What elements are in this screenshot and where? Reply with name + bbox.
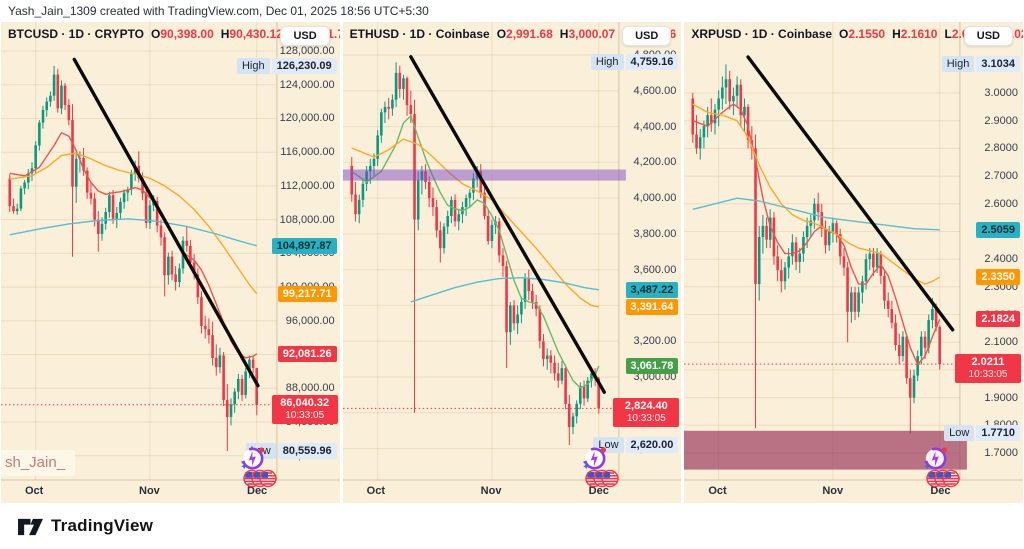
price-tick: 3.0000: [984, 87, 1019, 99]
price-tick: 88,000.00: [285, 382, 335, 394]
chart-canvas-xrpusd[interactable]: [684, 22, 1024, 503]
last-price-label: 2,824.40 10:33:05: [613, 398, 680, 427]
price-tick: 2.7000: [984, 170, 1019, 182]
exchange-name: Coinbase: [778, 27, 833, 41]
symbol-name: ETHUSD: [349, 27, 400, 41]
exchange-name: CRYPTO: [94, 27, 145, 41]
price-tick: 4,000.00: [633, 192, 677, 204]
attribution-header: Yash_Jain_1309 created with TradingView.…: [8, 4, 429, 18]
tradingview-logo-text: TradingView: [51, 516, 154, 535]
price-tick: 4,600.00: [633, 85, 677, 97]
ma-price-label: 104,897.87: [271, 238, 337, 254]
price-tick: 3,800.00: [633, 228, 677, 240]
last-price-label: 86,040.32 10:33:05: [271, 395, 338, 424]
username-watermark: sh_Jain_: [1, 450, 76, 476]
symbol-name: XRPUSD: [691, 27, 742, 41]
charts-row: BTCUSD · 1D · CRYPTO O90,398.00 H90,430.12…: [0, 22, 1024, 503]
ma-price-label: 3,061.78: [625, 358, 679, 374]
flags-sticker-icon[interactable]: [243, 468, 279, 494]
price-tick: 2.6000: [984, 198, 1019, 210]
month-label: Oct: [708, 485, 727, 497]
price-tick: 108,000.00: [279, 214, 335, 226]
lightning-sticker-icon[interactable]: [239, 445, 266, 477]
price-tick: 2.9000: [984, 115, 1019, 127]
currency-toggle-usd[interactable]: USD: [622, 26, 672, 46]
ma-price-label: 99,217.71: [277, 286, 337, 302]
price-tick: 120,000.00: [279, 112, 335, 124]
chart-panel-ethusd: ETHUSD · 1D · Coinbase O2,991.68 H3,000.07…: [342, 22, 682, 503]
price-tick: 96,000.00: [285, 315, 335, 327]
price-tick: 3,600.00: [633, 264, 677, 276]
price-tick: 116,000.00: [280, 146, 335, 158]
price-tick: 124,000.00: [279, 79, 335, 91]
month-label: Nov: [480, 485, 502, 497]
price-tick: 3,000.00: [633, 371, 677, 383]
month-label: Dec: [588, 485, 609, 497]
month-label: Nov: [139, 485, 160, 497]
price-tick: 4,400.00: [633, 121, 677, 133]
low-price-label: Low 1.7710: [944, 425, 1021, 441]
month-label: Dec: [930, 485, 951, 497]
last-price-label: 2.0211 10:33:05: [955, 354, 1022, 383]
high-price-label: High 3.1034: [941, 56, 1021, 72]
high-price-label: High 126,230.09: [236, 58, 337, 74]
price-tick: 112,000.00: [280, 180, 335, 192]
ma-price-label: 3,391.64: [625, 299, 679, 315]
bar-countdown: 10:33:05: [285, 410, 325, 421]
ma-price-label: 2.5059: [976, 222, 1021, 238]
chart-panel-xrpusd: XRPUSD · 1D · CoinbaseO2.1550H2.1610L2.0…: [684, 22, 1024, 503]
lightning-sticker-icon[interactable]: [922, 445, 949, 477]
price-tick: 2.1000: [984, 336, 1019, 348]
currency-toggle-usd[interactable]: USD: [963, 26, 1014, 46]
month-label: Oct: [366, 485, 386, 497]
price-tick: 2.8000: [984, 142, 1019, 154]
month-label: Nov: [822, 485, 844, 497]
bar-countdown: 10:33:05: [626, 413, 666, 424]
ma-price-label: 92,081.26: [277, 346, 337, 362]
flags-sticker-icon[interactable]: [926, 468, 962, 494]
chart-canvas-ethusd[interactable]: [342, 22, 682, 503]
chart-panel-btcusd: BTCUSD · 1D · CRYPTO O90,398.00 H90,430.12…: [1, 22, 340, 503]
tradingview-logo-icon: [18, 518, 43, 535]
lightning-sticker-icon[interactable]: [581, 445, 608, 477]
ma-price-label: 3,487.22: [625, 282, 679, 298]
price-tick: 4,200.00: [633, 156, 677, 168]
price-tick: 1.7000: [984, 447, 1019, 459]
ma-price-label: 2.1824: [976, 311, 1021, 327]
high-price-label: High 4,759.16: [590, 54, 679, 70]
price-tick: 1.9000: [984, 392, 1019, 404]
footer: TradingView: [0, 503, 1024, 549]
chart-canvas-btcusd[interactable]: [1, 22, 340, 503]
month-label: Dec: [247, 485, 268, 497]
bar-countdown: 10:33:05: [968, 369, 1008, 380]
ma-price-label: 2.3350: [976, 269, 1021, 285]
symbol-name: BTCUSD: [8, 27, 58, 41]
price-tick: 2.4000: [984, 253, 1019, 265]
price-tick: 128,000.00: [279, 45, 335, 57]
month-label: Oct: [25, 485, 44, 497]
exchange-name: Coinbase: [435, 27, 490, 41]
currency-toggle-usd[interactable]: USD: [280, 26, 330, 46]
tradingview-logo[interactable]: TradingView: [17, 515, 153, 538]
flags-sticker-icon[interactable]: [584, 468, 621, 494]
price-tick: 3,200.00: [633, 335, 677, 347]
